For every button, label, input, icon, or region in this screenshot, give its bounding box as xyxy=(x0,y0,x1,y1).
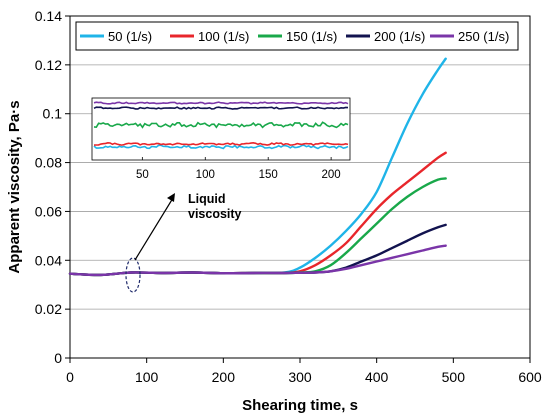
series-line-5 xyxy=(68,244,447,277)
y-tick-label: 0.02 xyxy=(35,301,62,317)
inset-line-4 xyxy=(93,106,349,110)
x-tick-label: 0 xyxy=(66,369,74,385)
x-tick-label: 100 xyxy=(135,369,159,385)
legend-label-2: 100 (1/s) xyxy=(198,29,249,44)
legend-label-1: 50 (1/s) xyxy=(108,29,152,44)
legend: 50 (1/s) 100 (1/s) 150 (1/s) 200 (1/s) 250 (… xyxy=(75,21,519,51)
y-tick-label: 0.1 xyxy=(43,106,63,122)
y-ticks: 0 0.02 0.04 0.06 0.08 0.1 0.12 0.14 xyxy=(35,8,70,366)
legend-label-4: 200 (1/s) xyxy=(374,29,425,44)
x-axis-title: Shearing time, s xyxy=(242,397,358,414)
annotation-label: Liquid viscosity xyxy=(188,192,242,221)
x-ticks: 0 100 200 300 400 500 600 xyxy=(66,358,542,385)
y-tick-label: 0.04 xyxy=(35,252,62,268)
annotation-arrow xyxy=(134,197,174,261)
y-tick-label: 0.06 xyxy=(35,203,62,219)
series-lines xyxy=(68,57,447,277)
inset-panel: 50 100 150 200 xyxy=(91,97,351,181)
inset-tick-label: 150 xyxy=(259,169,278,181)
inset-line-2 xyxy=(93,142,349,147)
inset-series-lines xyxy=(93,101,349,150)
x-tick-label: 500 xyxy=(442,369,466,385)
legend-label-3: 150 (1/s) xyxy=(286,29,337,44)
inset-line-3 xyxy=(93,121,349,129)
annotation-arrowhead xyxy=(167,193,175,202)
y-tick-label: 0 xyxy=(54,350,62,366)
series-line-1 xyxy=(68,57,447,277)
legend-label-5: 250 (1/s) xyxy=(458,29,509,44)
y-tick-label: 0.14 xyxy=(35,8,62,24)
inset-line-5 xyxy=(93,101,349,105)
x-tick-label: 200 xyxy=(212,369,236,385)
y-axis-title: Apparent viscosity, Pa·s xyxy=(6,100,23,273)
inset-tick-label: 100 xyxy=(196,169,215,181)
x-tick-label: 600 xyxy=(518,369,542,385)
inset-tick-label: 50 xyxy=(136,169,149,181)
x-tick-label: 400 xyxy=(365,369,389,385)
y-tick-label: 0.08 xyxy=(35,155,62,171)
inset-line-1 xyxy=(93,144,349,150)
annotation-ellipse xyxy=(125,257,141,293)
y-tick-label: 0.12 xyxy=(35,57,62,73)
inset-x-ticks: 50 100 150 200 xyxy=(136,157,341,181)
inset-tick-label: 200 xyxy=(322,169,341,181)
x-tick-label: 300 xyxy=(288,369,312,385)
plot-area-frame xyxy=(69,15,531,359)
